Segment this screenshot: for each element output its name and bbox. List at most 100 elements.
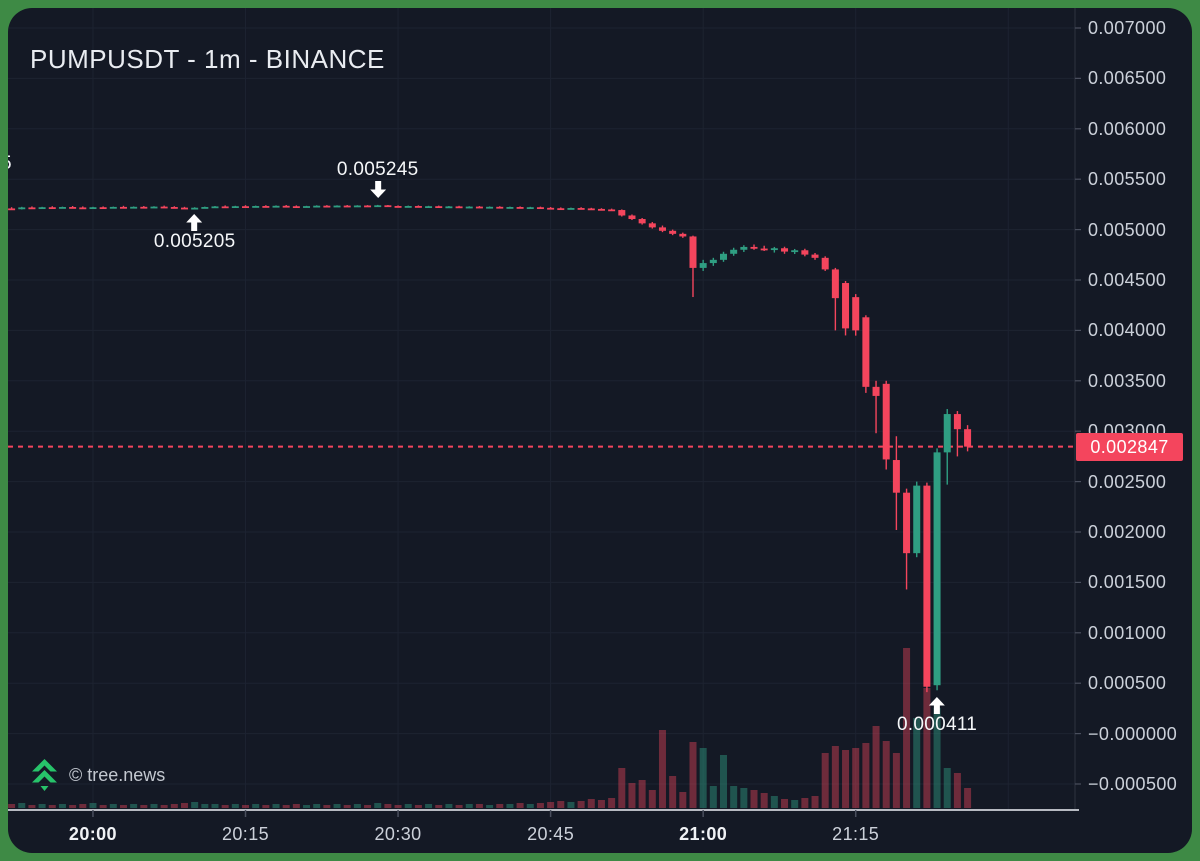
annotation-label: 0.005245 (336, 158, 419, 180)
volume-bar (526, 804, 534, 808)
volume-bar (180, 803, 188, 808)
candle-body (353, 205, 361, 208)
volume-bar (364, 805, 372, 808)
candle-body (547, 207, 555, 210)
candle-body (404, 206, 412, 208)
candle-body (211, 206, 219, 209)
volume-bar (353, 804, 361, 808)
volume-bar (577, 801, 585, 808)
candle-body (964, 429, 972, 447)
candlestick-chart[interactable] (8, 8, 1192, 853)
candle-body (140, 206, 148, 209)
candle-body (770, 248, 778, 251)
volume-bar (903, 648, 911, 808)
volume-bar (231, 804, 239, 808)
volume-bar (557, 801, 565, 808)
candle-body (903, 492, 911, 554)
volume-bar (953, 773, 961, 808)
candle-body (486, 206, 494, 209)
candle-body (394, 206, 402, 208)
candle-body (953, 414, 961, 430)
volume-bar (18, 803, 26, 808)
candle-body (709, 259, 717, 264)
candle-body (435, 206, 443, 209)
candle-body (130, 206, 138, 209)
volume-bar (608, 798, 616, 808)
candle-body (842, 283, 850, 329)
volume-bar (597, 800, 605, 808)
volume-bar (465, 804, 473, 808)
watermark[interactable]: © tree.news (30, 758, 165, 793)
tree-news-logo-icon (32, 759, 57, 791)
price-annotation: 0.000411 (897, 697, 977, 736)
volume-bar (486, 805, 494, 808)
volume-bar (435, 805, 443, 808)
volume-bar (343, 805, 351, 808)
candle-body (89, 207, 97, 210)
volume-bar (781, 799, 789, 808)
time-tick-label: 20:30 (374, 824, 422, 844)
price-tick-label: 0.005000 (1088, 219, 1167, 240)
annotation-label: 0.005205 (153, 230, 236, 252)
candle-body (303, 206, 311, 208)
candle-body (58, 207, 66, 209)
volume-bar (679, 792, 687, 808)
candle-body (496, 206, 504, 209)
candle-body (465, 206, 473, 209)
arrow-down-icon (369, 180, 386, 198)
candle-body (689, 236, 697, 268)
volume-bar (496, 804, 504, 808)
candle-body (852, 297, 860, 331)
volume-bar (587, 799, 595, 808)
candle-body (384, 205, 392, 208)
candle-body (180, 207, 188, 210)
volume-bar (648, 790, 656, 808)
candle-body (526, 207, 534, 210)
candle-body (943, 414, 951, 453)
volume-bar (211, 804, 219, 808)
candle-body (781, 248, 789, 252)
candle-body (160, 206, 168, 209)
volume-bar (119, 805, 127, 808)
volume-bar (130, 804, 138, 808)
volume-bar (48, 805, 56, 808)
candle-body (313, 205, 321, 208)
volume-bar (79, 804, 87, 808)
volume-bar (404, 804, 412, 808)
candle-body (831, 269, 839, 299)
price-tick-label: 0.001000 (1088, 622, 1167, 643)
candle-body (750, 246, 758, 249)
candle-body (8, 208, 16, 211)
candle-body (262, 206, 270, 208)
price-annotation: 0.005205 (153, 213, 236, 253)
volume-bar (99, 805, 107, 808)
arrow-up-icon (186, 213, 203, 231)
candle-body (516, 207, 524, 209)
volume-bar (414, 805, 422, 808)
volume-bar (720, 755, 727, 808)
volume-bar (628, 783, 636, 808)
volume-bar (374, 803, 382, 808)
candle-body (801, 250, 809, 255)
volume-bar (760, 793, 768, 808)
annotation-label: 0.000411 (896, 714, 978, 736)
volume-bar (964, 788, 972, 808)
volume-bar (28, 805, 36, 808)
volume-bar (160, 805, 168, 808)
volume-bar (38, 804, 46, 808)
candle-body (872, 386, 880, 396)
volume-bar (272, 804, 280, 808)
price-tick-label: 0.003500 (1088, 370, 1167, 391)
candle-body (933, 452, 941, 686)
candle-body (252, 206, 260, 208)
time-tick-label: 20:00 (68, 824, 117, 844)
candle-body (638, 219, 646, 224)
volume-bar (913, 718, 921, 808)
volume-bar (638, 780, 646, 808)
candle-body (119, 206, 127, 209)
volume-bar (516, 803, 524, 808)
volume-bar (191, 802, 199, 808)
candle-body (18, 207, 26, 210)
candle-body (760, 248, 768, 251)
